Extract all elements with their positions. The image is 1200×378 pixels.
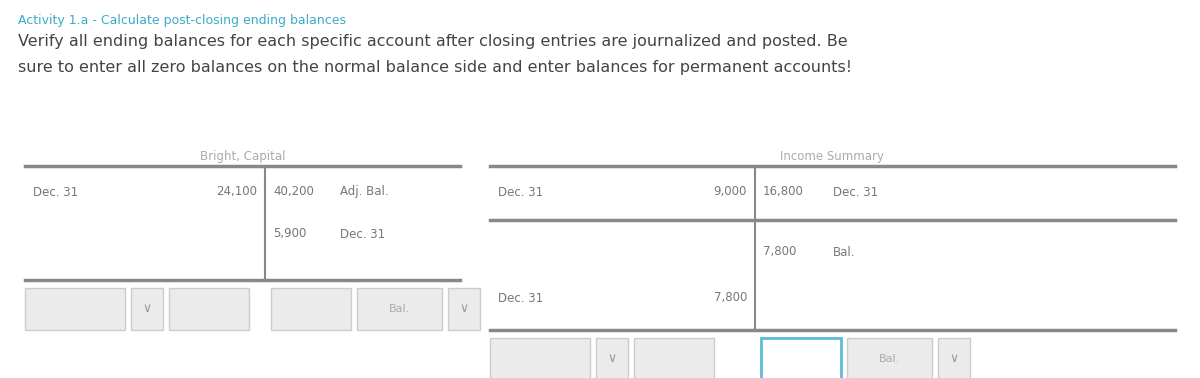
FancyBboxPatch shape — [131, 288, 163, 330]
FancyBboxPatch shape — [938, 338, 970, 378]
Text: Dec. 31: Dec. 31 — [34, 186, 78, 198]
Text: 7,800: 7,800 — [714, 291, 746, 305]
Text: 24,100: 24,100 — [216, 186, 257, 198]
FancyBboxPatch shape — [761, 338, 841, 378]
Text: ∨: ∨ — [460, 302, 468, 316]
FancyBboxPatch shape — [596, 338, 628, 378]
Text: 9,000: 9,000 — [714, 186, 746, 198]
Text: Verify all ending balances for each specific account after closing entries are j: Verify all ending balances for each spec… — [18, 34, 847, 49]
Text: Dec. 31: Dec. 31 — [498, 186, 544, 198]
FancyBboxPatch shape — [448, 288, 480, 330]
Text: Dec. 31: Dec. 31 — [498, 291, 544, 305]
FancyBboxPatch shape — [169, 288, 250, 330]
Text: 16,800: 16,800 — [763, 186, 804, 198]
Text: Bright, Capital: Bright, Capital — [199, 150, 286, 163]
Text: sure to enter all zero balances on the normal balance side and enter balances fo: sure to enter all zero balances on the n… — [18, 60, 852, 75]
Text: Bal.: Bal. — [878, 354, 900, 364]
Text: ∨: ∨ — [143, 302, 151, 316]
Text: Bal.: Bal. — [389, 304, 410, 314]
FancyBboxPatch shape — [634, 338, 714, 378]
Text: Bal.: Bal. — [833, 245, 856, 259]
Text: ∨: ∨ — [607, 353, 617, 366]
Text: Income Summary: Income Summary — [780, 150, 884, 163]
FancyBboxPatch shape — [358, 288, 442, 330]
Text: 7,800: 7,800 — [763, 245, 797, 259]
FancyBboxPatch shape — [490, 338, 590, 378]
Text: ∨: ∨ — [949, 353, 959, 366]
FancyBboxPatch shape — [271, 288, 352, 330]
Text: 5,900: 5,900 — [274, 228, 306, 240]
Text: Activity 1.a - Calculate post-closing ending balances: Activity 1.a - Calculate post-closing en… — [18, 14, 346, 27]
FancyBboxPatch shape — [25, 288, 125, 330]
Text: Adj. Bal.: Adj. Bal. — [340, 186, 389, 198]
Text: Dec. 31: Dec. 31 — [340, 228, 385, 240]
Text: Dec. 31: Dec. 31 — [833, 186, 878, 198]
Text: 40,200: 40,200 — [274, 186, 314, 198]
FancyBboxPatch shape — [847, 338, 932, 378]
